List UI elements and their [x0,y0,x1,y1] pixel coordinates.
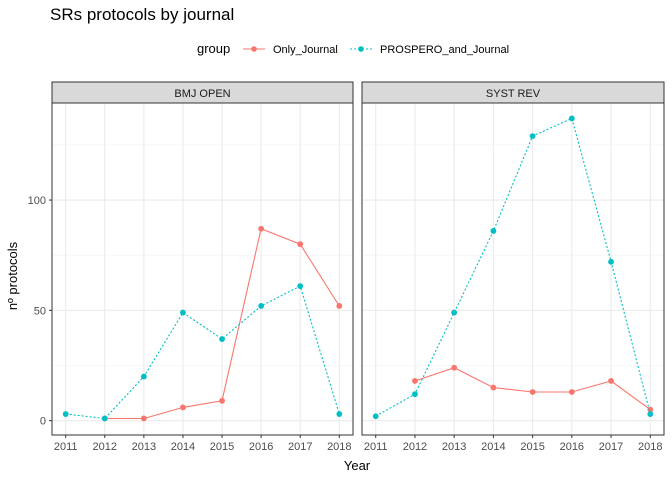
x-tick-label: 2018 [638,441,662,453]
x-tick-label: 2015 [210,441,234,453]
x-tick-label: 2016 [560,441,584,453]
y-tick-label: 100 [28,195,46,207]
panel-background [362,103,664,435]
x-tick-label: 2013 [132,441,156,453]
x-tick-label: 2013 [442,441,466,453]
legend: group Only_Journal PROSPERO_and_Journal [197,41,509,56]
x-tick-label: 2015 [520,441,544,453]
legend-title: group [197,41,230,56]
x-tick-label: 2014 [481,441,505,453]
data-point [451,309,458,316]
data-point [140,373,147,380]
data-point [180,404,186,411]
data-point [101,415,108,422]
x-axis-title: Year [344,458,371,473]
data-point [62,411,69,417]
data-point [568,115,575,122]
data-point [219,397,225,404]
y-tick-label: 0 [40,416,46,428]
facet-panel-2: SYST REV 2011 2012 2013 2014 2015 2016 2017 2018 [361,81,665,453]
data-point [180,309,186,316]
data-point [297,241,304,248]
data-point [647,406,654,413]
legend-label: PROSPERO_and_Journal [380,44,509,56]
data-point [568,389,575,395]
x-tick-label: 2014 [171,441,195,453]
data-point [490,228,497,234]
panel-border [51,102,354,436]
data-point [490,384,497,391]
series-line-2 [65,285,340,420]
data-point [412,378,418,384]
data-point [297,283,304,289]
facet-panel-1: BMJ OPEN 2011 2012 2013 2014 2015 2016 2017 2018… [28,81,354,453]
data-point [451,364,458,371]
series-line-2 [375,117,651,417]
data-point [372,413,379,420]
data-point [336,411,343,417]
legend-item-1: Only_Journal [243,44,338,56]
x-tick-label: 2017 [599,441,623,453]
facet-panels: BMJ OPEN 2011 2012 2013 2014 2015 2016 2017 2018… [28,81,665,453]
data-point [529,389,536,395]
data-point [336,303,343,309]
data-point [529,133,536,139]
legend-key-point [251,46,257,52]
facet-strip-label: SYST REV [486,88,541,100]
data-point [647,411,654,417]
legend-key-point [358,46,364,52]
legend-label: Only_Journal [273,44,338,56]
x-tick-label: 2011 [54,441,78,453]
panel-background [52,103,353,435]
x-tick-label: 2012 [403,441,427,453]
data-point [608,258,614,265]
legend-item-2: PROSPERO_and_Journal [350,44,509,56]
x-tick-label: 2011 [364,441,388,453]
panel-border [361,102,665,436]
x-tick-label: 2017 [288,441,312,453]
facet-strip-label: BMJ OPEN [174,88,230,100]
data-point [219,336,225,342]
y-tick-label: 50 [34,305,46,317]
x-tick-label: 2018 [327,441,351,453]
data-point [608,378,614,384]
data-point [258,303,265,309]
data-point [140,415,147,422]
x-tick-label: 2016 [249,441,273,453]
data-point [412,391,418,398]
data-point [258,225,265,232]
x-tick-label: 2012 [93,441,117,453]
chart-title: SRs protocols by journal [50,5,234,24]
y-axis-title: nº protocols [5,241,20,310]
